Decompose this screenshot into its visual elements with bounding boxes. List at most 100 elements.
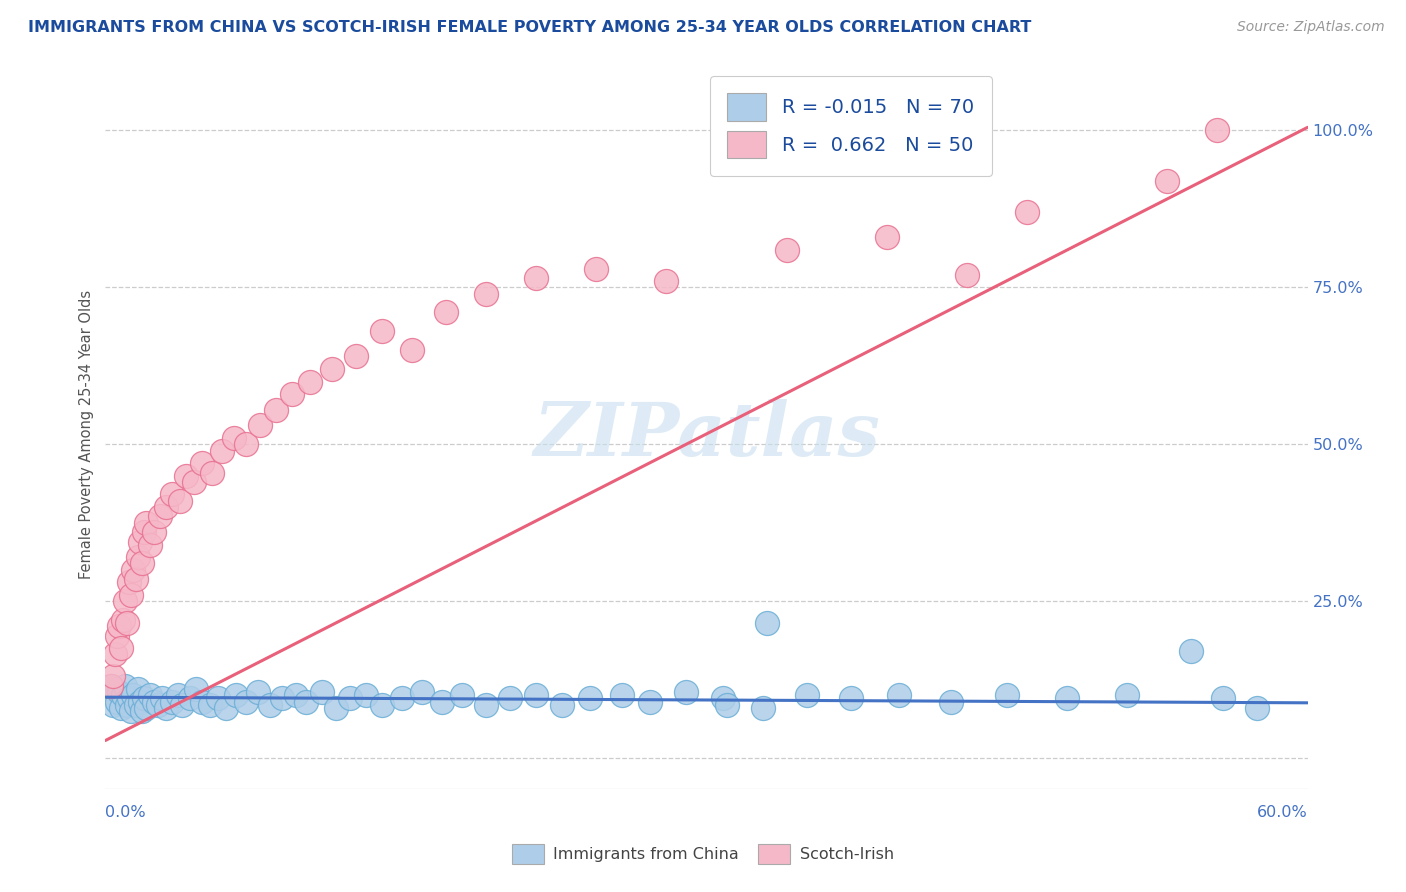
- Point: [755, 616, 778, 631]
- Point: [150, 691, 173, 706]
- Point: [107, 695, 129, 709]
- Point: [430, 695, 453, 709]
- Point: [281, 387, 304, 401]
- Point: [311, 685, 333, 699]
- Y-axis label: Female Poverty Among 25-34 Year Olds: Female Poverty Among 25-34 Year Olds: [79, 290, 94, 580]
- Point: [246, 685, 269, 699]
- Point: [475, 286, 498, 301]
- Point: [711, 691, 734, 706]
- Legend: R = -0.015   N = 70, R =  0.662   N = 50: R = -0.015 N = 70, R = 0.662 N = 50: [710, 76, 991, 176]
- Point: [295, 695, 318, 709]
- Point: [451, 688, 474, 702]
- Point: [108, 619, 131, 633]
- Point: [434, 305, 457, 319]
- Point: [121, 704, 143, 718]
- Point: [524, 688, 547, 702]
- Point: [100, 679, 122, 693]
- Point: [1212, 691, 1234, 706]
- Point: [1056, 691, 1078, 706]
- Point: [1180, 644, 1202, 658]
- Point: [183, 475, 205, 489]
- Point: [124, 572, 146, 586]
- Point: [640, 695, 662, 709]
- Point: [155, 500, 177, 514]
- Point: [135, 516, 157, 530]
- Point: [142, 525, 165, 540]
- Point: [160, 695, 183, 709]
- Point: [839, 691, 862, 706]
- Point: [114, 594, 136, 608]
- Point: [132, 691, 155, 706]
- Point: [655, 274, 678, 288]
- Point: [214, 701, 236, 715]
- Point: [127, 550, 149, 565]
- Point: [112, 688, 135, 702]
- Point: [118, 575, 141, 590]
- Point: [207, 691, 229, 706]
- Point: [876, 230, 898, 244]
- Point: [751, 701, 773, 715]
- Point: [235, 695, 257, 709]
- Point: [995, 688, 1018, 702]
- Point: [121, 588, 143, 602]
- Point: [354, 688, 377, 702]
- Point: [103, 698, 125, 712]
- Point: [551, 698, 574, 712]
- Text: 0.0%: 0.0%: [105, 805, 146, 821]
- Point: [612, 688, 634, 702]
- Point: [225, 688, 247, 702]
- Point: [117, 616, 139, 631]
- Point: [198, 698, 221, 712]
- Point: [114, 679, 136, 693]
- Point: [270, 691, 292, 706]
- Point: [1156, 174, 1178, 188]
- Point: [371, 698, 394, 712]
- Point: [110, 701, 132, 715]
- Point: [411, 685, 433, 699]
- Point: [117, 698, 139, 712]
- Point: [179, 691, 201, 706]
- Point: [1206, 123, 1229, 137]
- Point: [776, 243, 799, 257]
- Point: [110, 641, 132, 656]
- Point: [249, 418, 271, 433]
- Point: [1017, 205, 1039, 219]
- Point: [132, 525, 155, 540]
- Point: [201, 466, 224, 480]
- Point: [796, 688, 818, 702]
- Point: [166, 688, 188, 702]
- Point: [184, 681, 207, 696]
- Point: [169, 493, 191, 508]
- Point: [716, 698, 738, 712]
- Point: [160, 487, 183, 501]
- Point: [128, 695, 150, 709]
- Point: [131, 557, 153, 571]
- Point: [128, 534, 150, 549]
- Point: [142, 695, 165, 709]
- Point: [259, 698, 281, 712]
- Text: IMMIGRANTS FROM CHINA VS SCOTCH-IRISH FEMALE POVERTY AMONG 25-34 YEAR OLDS CORRE: IMMIGRANTS FROM CHINA VS SCOTCH-IRISH FE…: [28, 20, 1032, 35]
- Point: [222, 431, 245, 445]
- Point: [122, 688, 145, 702]
- Point: [190, 456, 212, 470]
- Point: [211, 443, 233, 458]
- Point: [579, 691, 602, 706]
- Point: [1116, 688, 1139, 702]
- Point: [100, 679, 122, 693]
- Point: [146, 698, 169, 712]
- Point: [107, 629, 129, 643]
- Point: [956, 268, 979, 282]
- Point: [264, 402, 287, 417]
- Point: [339, 691, 361, 706]
- Legend: Immigrants from China, Scotch-Irish: Immigrants from China, Scotch-Irish: [506, 838, 900, 871]
- Point: [284, 688, 307, 702]
- Text: 60.0%: 60.0%: [1257, 805, 1308, 821]
- Point: [475, 698, 498, 712]
- Point: [127, 681, 149, 696]
- Point: [131, 704, 153, 718]
- Point: [108, 685, 131, 699]
- Point: [235, 437, 257, 451]
- Point: [104, 648, 127, 662]
- Point: [138, 688, 160, 702]
- Point: [103, 669, 125, 683]
